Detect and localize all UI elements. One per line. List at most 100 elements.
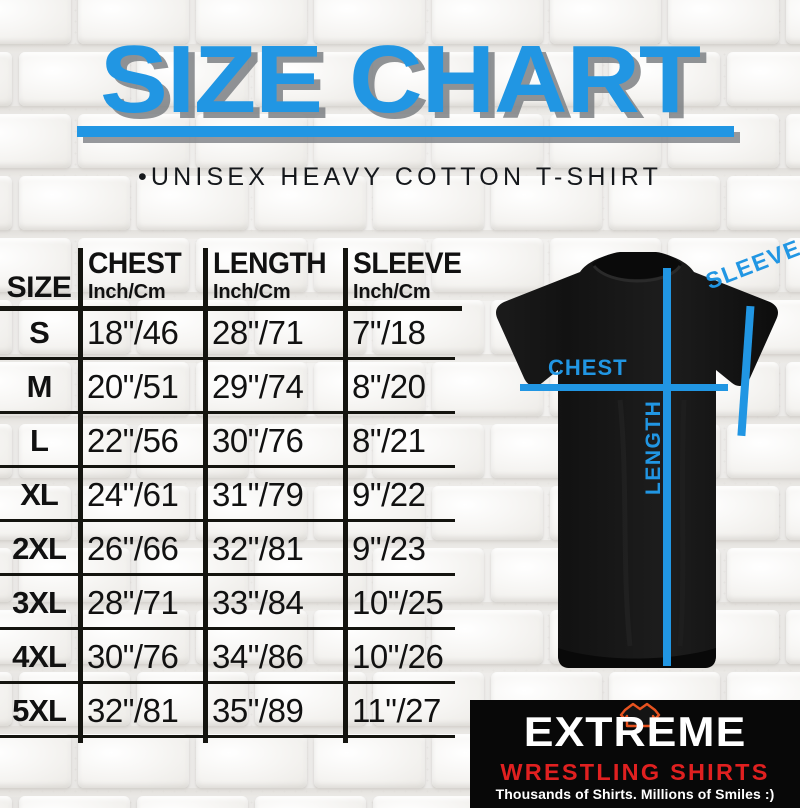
brick [314,362,425,416]
cell-size: 2XL [0,522,78,576]
brick [0,672,12,726]
brick [255,796,366,808]
brick [314,610,425,664]
brick-row [0,486,800,548]
brick [432,486,543,540]
page-title-container: SIZE CHART [0,32,800,128]
brick [0,300,12,354]
size-label: 2XL [12,531,67,566]
chest-value: 26"/66 [87,530,179,567]
brick [432,0,543,44]
mortar-line [0,168,800,177]
table-row: L 22"/56 30"/76 8"/21 [0,414,468,468]
chest-measure-label: CHEST [548,355,628,380]
sleeve-value: 9"/23 [352,530,426,567]
brick [786,362,800,416]
brick [196,486,307,540]
chest-value: 24"/61 [87,476,179,513]
cell-sleeve: 8"/21 [343,414,468,468]
brick [0,734,71,788]
cell-size: 3XL [0,576,78,630]
brick [0,238,71,292]
brick [550,114,661,168]
cell-sleeve: 9"/23 [343,522,468,576]
fabric-fold-left [617,399,633,647]
cell-sleeve: 10"/26 [343,630,468,684]
row-divider [0,519,455,522]
cell-chest: 18"/46 [78,306,203,360]
logo-brand: EXTREME [523,708,747,755]
column-divider-1 [78,248,83,743]
header-cell-size: SIZE [0,248,78,306]
brick [0,52,12,106]
title-underline-bar [77,126,734,137]
cell-length: 33"/84 [203,576,343,630]
brick [137,176,248,230]
brick [255,176,366,230]
brick [196,734,307,788]
length-value: 28"/71 [212,314,304,351]
brick [314,238,425,292]
column-divider-2 [203,248,208,743]
header-cell-sleeve: SLEEVE Inch/Cm [343,248,468,306]
brick [314,734,425,788]
cell-sleeve: 11"/27 [343,684,468,738]
cell-length: 30"/76 [203,414,343,468]
size-label: 4XL [12,639,67,674]
length-measure-label: LENGTH [642,399,665,495]
row-divider [0,357,455,360]
header-bottom-rule [0,306,462,311]
table-row: M 20"/51 29"/74 8"/20 [0,360,468,414]
brick [373,424,484,478]
brick [0,114,71,168]
size-label: L [30,423,49,458]
cell-size: L [0,414,78,468]
page-title: SIZE CHART [100,26,701,133]
size-label: M [26,369,53,404]
cell-length: 32"/81 [203,522,343,576]
length-value: 33"/84 [212,584,304,621]
logo-brand-sub: WRESTLING SHIRTS [500,759,770,785]
table-row: 3XL 28"/71 33"/84 10"/25 [0,576,468,630]
cell-sleeve: 8"/20 [343,360,468,414]
brick [432,114,543,168]
tshirt-body [496,253,778,668]
brick [314,486,425,540]
brick [255,52,366,106]
cell-length: 31"/79 [203,468,343,522]
brick [196,238,307,292]
page-subtitle: •UNISEX HEAVY COTTON T-SHIRT [137,163,663,191]
brick-row [0,0,800,52]
sleeve-value: 8"/20 [352,368,426,405]
cell-chest: 22"/56 [78,414,203,468]
brick [19,176,130,230]
brick [0,176,12,230]
table-row: XL 24"/61 31"/79 9"/22 [0,468,468,522]
logo-tagline: Thousands of Shirts. Millions of Smiles … [495,786,775,802]
brick [0,610,71,664]
cell-length: 29"/74 [203,360,343,414]
mortar-line [0,230,800,239]
sleeve-value: 8"/21 [352,422,426,459]
brick [786,610,800,664]
row-divider [0,735,455,738]
cell-length: 35"/89 [203,684,343,738]
cell-size: S [0,306,78,360]
brick [0,796,12,808]
chest-measure-line [520,384,728,391]
tshirt-collar [592,252,682,279]
brick-row [0,52,800,114]
table-row: 4XL 30"/76 34"/86 10"/26 [0,630,468,684]
mortar-line [0,44,800,53]
collar-seam [592,264,682,283]
row-divider [0,573,455,576]
brick [786,0,800,44]
brick [137,796,248,808]
brick [196,0,307,44]
cell-size: M [0,360,78,414]
brick [19,52,130,106]
header-label-length: LENGTH [213,247,327,280]
tshirt-graphic [496,252,778,668]
length-value: 29"/74 [212,368,304,405]
sleeve-measure-line [737,305,755,437]
